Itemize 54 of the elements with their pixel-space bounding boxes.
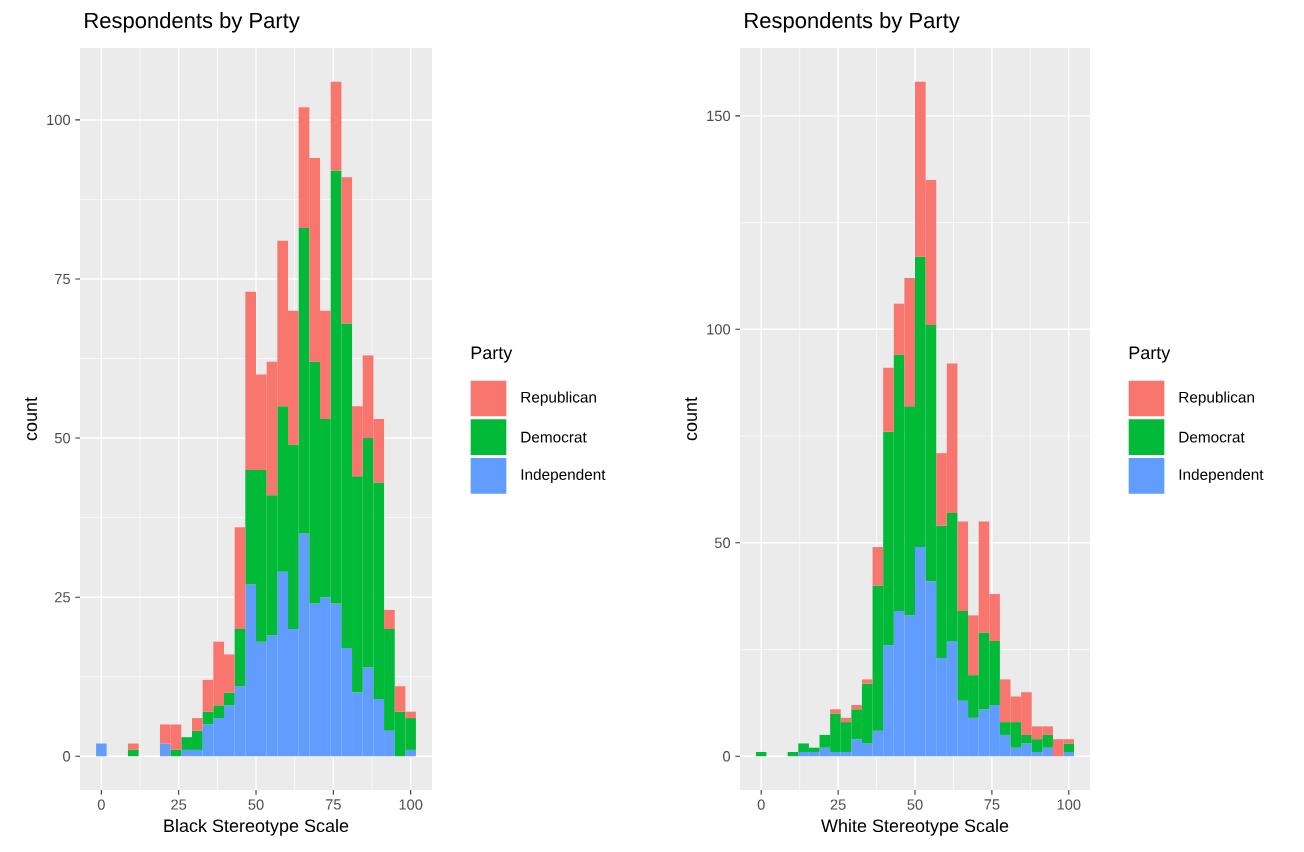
x-axis-title: Black Stereotype Scale <box>164 818 349 836</box>
x-axis-title: White Stereotype Scale <box>821 818 1009 836</box>
bar <box>384 609 395 629</box>
y-tick-label: 100 <box>47 114 71 126</box>
bar <box>330 81 342 171</box>
y-axis-title: count <box>685 397 697 441</box>
bar <box>405 749 416 757</box>
y-tick-label: 50 <box>714 537 731 548</box>
y-tick-label: 0 <box>63 751 71 762</box>
chart-title: Respondents by Party <box>745 12 960 33</box>
y-tick-label: 75 <box>55 273 70 285</box>
x-tick-label: 50 <box>907 799 923 810</box>
bar <box>883 367 894 432</box>
legend-title: Party <box>471 346 513 363</box>
x-tick-label: 100 <box>1057 799 1081 810</box>
legend-title: Party <box>1129 346 1171 363</box>
text: Independent <box>1179 468 1264 483</box>
bar <box>96 743 107 757</box>
bar <box>223 692 235 706</box>
y-axis-title: count <box>25 397 37 441</box>
x-tick-label: 25 <box>830 799 846 810</box>
bar <box>127 743 139 750</box>
bar <box>341 177 353 324</box>
chart-title: Respondents by Party <box>85 12 300 33</box>
text: Republican <box>1179 391 1254 406</box>
y-tick-label: 150 <box>707 110 731 122</box>
bar <box>830 709 841 714</box>
x-tick-label: 100 <box>399 799 423 810</box>
text: Democrat <box>521 431 587 443</box>
bar <box>405 711 416 719</box>
x-tick-label: 75 <box>984 799 1000 810</box>
text: Independent <box>521 468 606 483</box>
bar <box>957 521 969 612</box>
y-tick-label: 100 <box>707 324 731 335</box>
y-tick-label: 25 <box>55 591 70 603</box>
bar <box>872 547 884 586</box>
y-tick-label: 50 <box>54 432 71 444</box>
bar <box>1063 743 1075 752</box>
x-tick-label: 50 <box>248 799 264 810</box>
x-tick-label: 0 <box>757 799 765 810</box>
text: Democrat <box>1179 431 1245 443</box>
bar <box>191 718 203 731</box>
x-tick-label: 25 <box>171 799 187 810</box>
bar <box>234 527 246 629</box>
x-tick-label: 75 <box>325 799 341 810</box>
x-tick-label: 0 <box>97 799 105 810</box>
bar <box>234 628 246 687</box>
y-tick-label: 0 <box>723 751 731 762</box>
text: Republican <box>521 391 596 406</box>
bar <box>394 686 406 712</box>
bar <box>851 705 862 710</box>
bar <box>861 679 873 684</box>
bar <box>159 743 171 757</box>
bar <box>127 749 139 757</box>
